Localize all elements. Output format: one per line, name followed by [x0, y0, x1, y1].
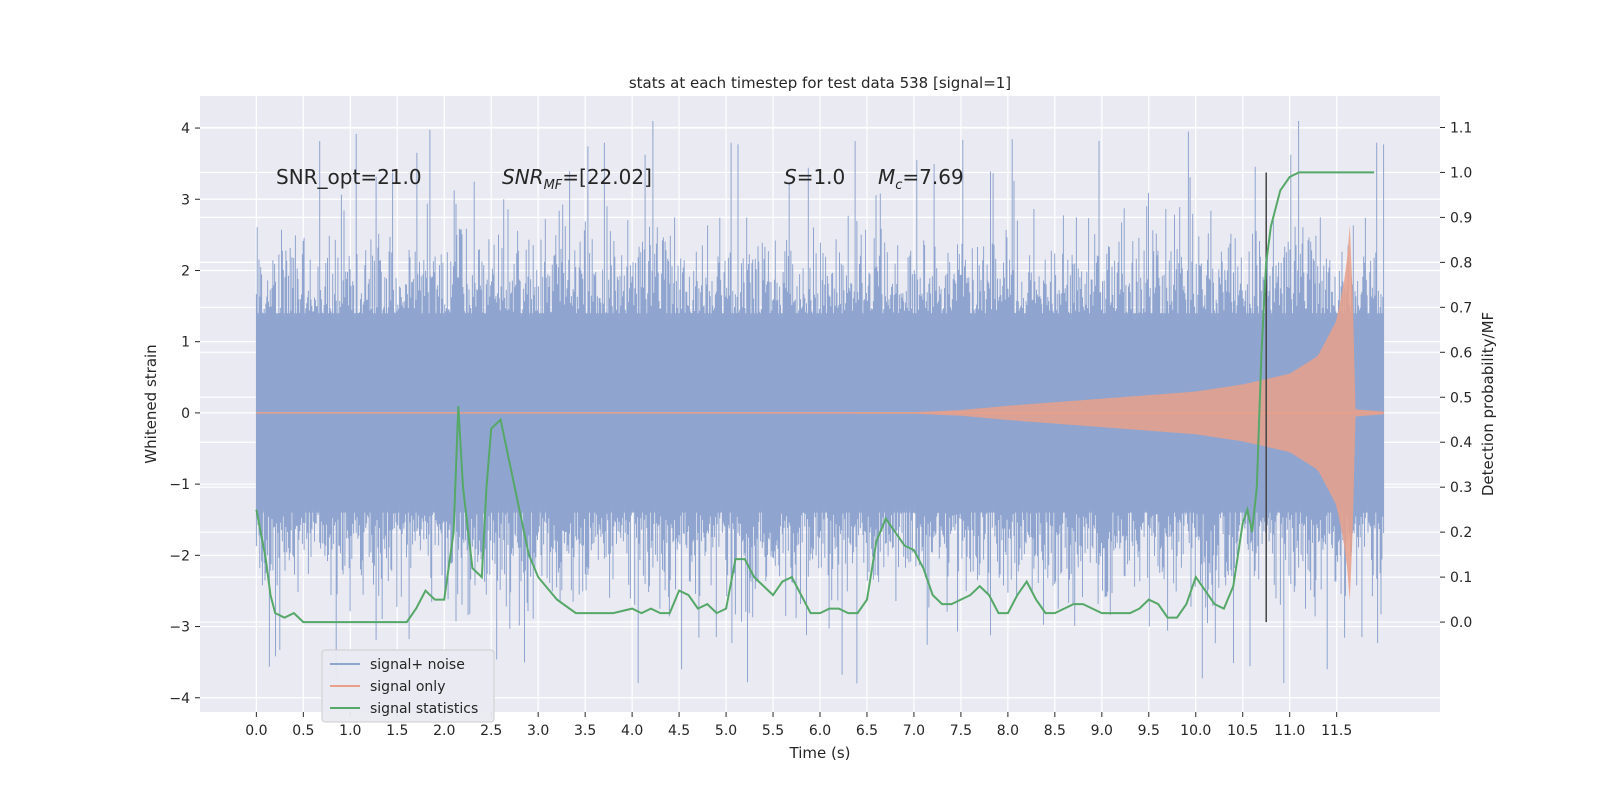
x-tick-label-0: 0.0 [245, 723, 267, 739]
x-tick-label-23: 11.5 [1321, 723, 1352, 739]
yr-tick-label-5: 0.5 [1450, 390, 1472, 406]
annotation-s-value: =1.0 [797, 165, 846, 189]
y-tick-label-4: 0 [181, 406, 190, 422]
x-tick-label-12: 6.0 [809, 723, 831, 739]
x-tick-label-3: 1.5 [386, 723, 408, 739]
annotation-snr-mf: SNRMF=[22.02] [502, 165, 652, 193]
x-tick-label-9: 4.5 [668, 723, 690, 739]
annotation-mc-sub: c [895, 178, 902, 193]
x-tick-label-7: 3.5 [574, 723, 596, 739]
y-tick-label-1: −3 [169, 620, 190, 636]
x-tick-label-14: 7.0 [903, 723, 925, 739]
series-signal-only [256, 224, 1384, 601]
x-tick-label-21: 10.5 [1227, 723, 1258, 739]
x-tick-label-11: 5.5 [762, 723, 784, 739]
series-signal-statistics [255, 171, 1375, 624]
x-tick-label-15: 7.5 [950, 723, 972, 739]
x-tick-label-6: 3.0 [527, 723, 549, 739]
annotation-mc-value: =7.69 [902, 165, 963, 189]
yr-tick-label-8: 0.8 [1450, 255, 1472, 271]
annotation-s: S=1.0 [784, 165, 845, 189]
x-tick-label-22: 11.0 [1274, 723, 1305, 739]
y-tick-label-8: 4 [181, 121, 190, 137]
x-tick-label-1: 0.5 [292, 723, 314, 739]
yr-tick-label-4: 0.4 [1450, 435, 1472, 451]
axis-ticks: 0.0 0.5 1.0 1.5 2.0 2.5 3.0 3.5 4.0 4.5 5.0 5.5 6.0 6… [169, 120, 1472, 739]
x-tick-label-10: 5.0 [715, 723, 737, 739]
yr-tick-label-9: 0.9 [1450, 210, 1472, 226]
chart-title: stats at each timestep for test data 538… [629, 74, 1011, 92]
x-tick-label-5: 2.5 [480, 723, 502, 739]
y-axis-right-label: Detection probability/MF [1479, 312, 1497, 496]
annotation-snr-mf-sub: MF [544, 178, 563, 193]
annotations: SNR_opt=21.0 SNRMF=[22.02] S=1.0 Mc=7.69 [276, 165, 964, 193]
y-tick-label-5: 1 [181, 335, 190, 351]
yr-tick-label-11: 1.1 [1450, 120, 1472, 136]
x-tick-label-8: 4.0 [621, 723, 643, 739]
annotation-mc-main: M [878, 165, 895, 189]
annotation-snr-opt: SNR_opt=21.0 [276, 165, 422, 189]
annotation-snr-mf-value: =[22.02] [562, 165, 652, 189]
yr-tick-label-0: 0.0 [1450, 615, 1472, 631]
x-tick-label-2: 1.0 [339, 723, 361, 739]
yr-tick-label-1: 0.1 [1450, 570, 1472, 586]
y-tick-label-2: −2 [169, 548, 190, 564]
annotation-s-main: S [784, 165, 797, 189]
legend-label-signal-only: signal only [370, 679, 445, 695]
legend: signal+ noise signal only signal statist… [321, 649, 495, 723]
yr-tick-label-2: 0.2 [1450, 525, 1472, 541]
stats-line [255, 171, 1375, 624]
annotation-mc: Mc=7.69 [878, 165, 964, 193]
annotation-snr-mf-main: SNR [502, 165, 544, 189]
y-axis-label: Whitened strain [142, 344, 160, 463]
yr-tick-label-6: 0.6 [1450, 345, 1472, 361]
legend-label-signal-statistics: signal statistics [370, 701, 478, 717]
yr-tick-label-7: 0.7 [1450, 300, 1472, 316]
x-tick-label-20: 10.0 [1180, 723, 1211, 739]
y-tick-label-0: −4 [169, 691, 190, 707]
x-tick-label-13: 6.5 [856, 723, 878, 739]
x-tick-label-17: 8.5 [1044, 723, 1066, 739]
yr-tick-label-10: 1.0 [1450, 165, 1472, 181]
x-tick-label-18: 9.0 [1091, 723, 1113, 739]
x-tick-label-4: 2.0 [433, 723, 455, 739]
yr-tick-label-3: 0.3 [1450, 480, 1472, 496]
x-axis-label: Time (s) [789, 744, 851, 762]
y-tick-label-7: 3 [181, 192, 190, 208]
legend-box [321, 649, 495, 723]
x-tick-label-19: 9.5 [1138, 723, 1160, 739]
y-tick-label-3: −1 [169, 477, 190, 493]
legend-label-signal-plus-noise: signal+ noise [370, 657, 465, 673]
x-tick-label-16: 8.0 [997, 723, 1019, 739]
y-tick-label-6: 2 [181, 263, 190, 279]
